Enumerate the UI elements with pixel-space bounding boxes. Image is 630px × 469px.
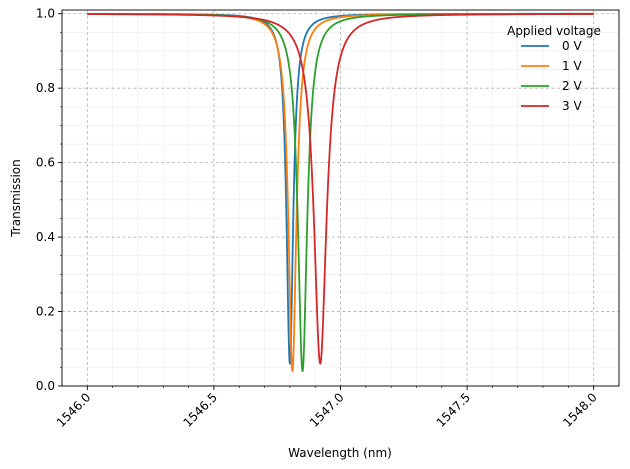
legend: Applied voltage 0 V 1 V 2 V 3 V — [507, 24, 601, 113]
y-tick-label: 0.8 — [36, 81, 55, 95]
x-tick-label: 1546.5 — [180, 390, 220, 430]
minor-grid — [62, 10, 619, 386]
legend-title: Applied voltage — [507, 24, 601, 38]
series-lines — [86, 12, 595, 373]
y-tick-label: 0.0 — [36, 379, 55, 393]
y-axis-title: Transmission — [9, 159, 23, 238]
x-tick-label: 1547.5 — [434, 390, 474, 430]
legend-label: 1 V — [562, 59, 582, 73]
x-axis-ticks: 1546.0 1546.5 1547.0 1547.5 1548.0 — [54, 386, 600, 430]
x-tick-label: 1548.0 — [560, 390, 600, 430]
y-tick-label: 0.4 — [36, 230, 55, 244]
y-tick-label: 0.2 — [36, 305, 55, 319]
x-tick-label: 1547.0 — [307, 390, 347, 430]
y-tick-label: 1.0 — [36, 7, 55, 21]
legend-label: 3 V — [562, 99, 582, 113]
series-line-3v — [86, 13, 595, 365]
legend-label: 0 V — [562, 39, 582, 53]
x-axis-title: Wavelength (nm) — [288, 446, 392, 460]
y-axis-ticks: 0.0 0.2 0.4 0.6 0.8 1.0 — [36, 7, 62, 393]
x-tick-label: 1546.0 — [54, 390, 94, 430]
legend-label: 2 V — [562, 79, 582, 93]
y-tick-label: 0.6 — [36, 156, 55, 170]
